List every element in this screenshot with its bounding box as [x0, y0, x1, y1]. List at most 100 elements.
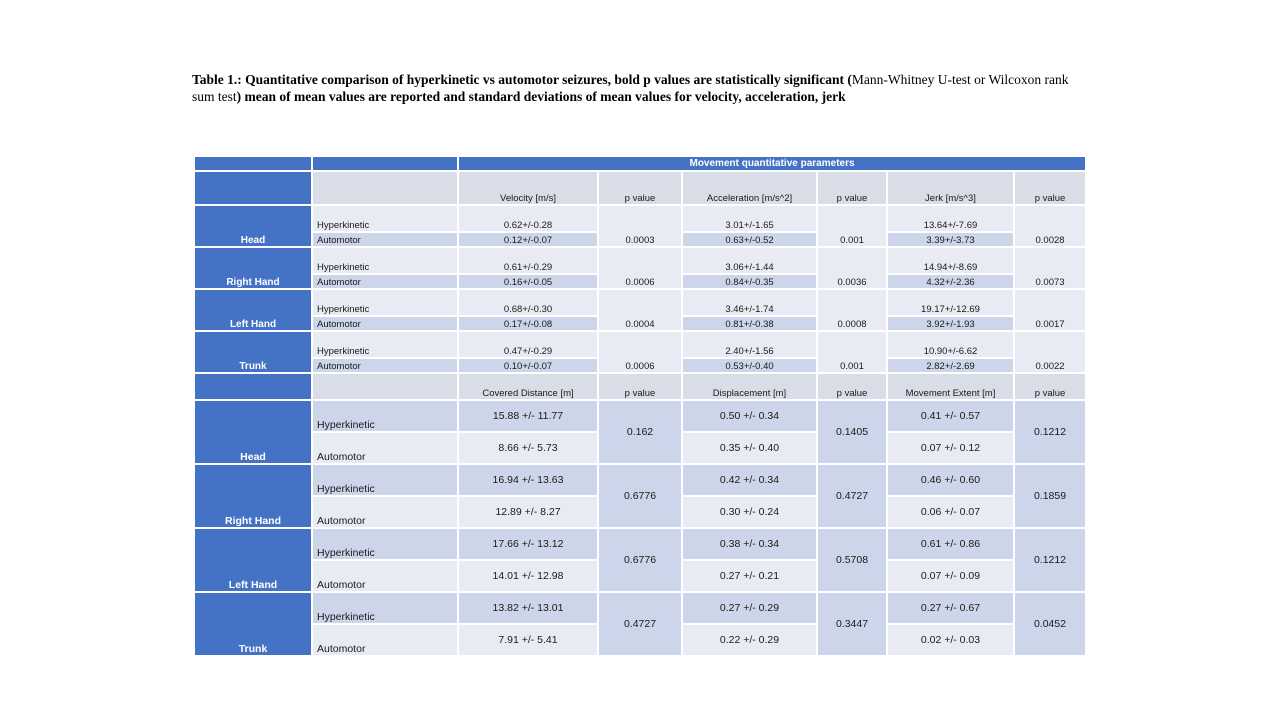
- value-cell: 4.32+/-2.36: [886, 273, 1015, 290]
- value-cell: 3.92+/-1.93: [886, 315, 1015, 332]
- table-title-bold-suffix: ) mean of mean values are reported and s…: [236, 89, 846, 104]
- value-cell: 0.07 +/- 0.12: [886, 431, 1015, 465]
- column-header-covered-distance: Covered Distance [m]: [457, 372, 599, 401]
- value-cell: 0.22 +/- 0.29: [681, 623, 818, 657]
- seizure-type-label: Automotor: [311, 559, 459, 593]
- column-header-pvalue-4: p value: [597, 372, 683, 401]
- value-cell: 7.91 +/- 5.41: [457, 623, 599, 657]
- value-cell: 10.90+/-6.62: [886, 330, 1015, 359]
- column-header-pvalue-6: p value: [1012, 372, 1088, 401]
- value-cell: 2.82+/-2.69: [886, 357, 1015, 374]
- value-cell: 19.17+/-12.69: [886, 288, 1015, 317]
- value-cell: 0.12+/-0.07: [457, 231, 599, 248]
- seizure-type-label: Hyperkinetic: [311, 527, 459, 561]
- value-cell: 0.27 +/- 0.67: [886, 591, 1015, 625]
- value-cell: 0.35 +/- 0.40: [681, 431, 818, 465]
- body-part-label-head-2: Head: [193, 399, 313, 465]
- body-part-label-right-hand-1: Right Hand: [193, 246, 313, 290]
- p-value-cell: 0.6776: [597, 527, 683, 593]
- p-value-cell: 0.5708: [816, 527, 888, 593]
- value-cell: 0.38 +/- 0.34: [681, 527, 818, 561]
- value-cell: 0.17+/-0.08: [457, 315, 599, 332]
- value-cell: 0.02 +/- 0.03: [886, 623, 1015, 657]
- seizure-type-label: Automotor: [311, 315, 459, 332]
- p-value-cell: 0.0008: [816, 288, 888, 332]
- value-cell: 0.61 +/- 0.86: [886, 527, 1015, 561]
- header-corner-cell-2: [311, 155, 459, 172]
- group-header: Movement quantitative parameters: [456, 155, 1088, 172]
- seizure-type-label: Hyperkinetic: [311, 463, 459, 497]
- header-blue-spacer-2: [193, 372, 313, 401]
- value-cell: 0.50 +/- 0.34: [681, 399, 818, 433]
- value-cell: 3.39+/-3.73: [886, 231, 1015, 248]
- seizure-type-label: Automotor: [311, 357, 459, 374]
- value-cell: 0.53+/-0.40: [681, 357, 818, 374]
- column-header-displacement: Displacement [m]: [681, 372, 818, 401]
- column-header-pvalue-2: p value: [816, 170, 888, 206]
- header-empty-cell-2: [311, 372, 459, 401]
- value-cell: 14.01 +/- 12.98: [457, 559, 599, 593]
- seizure-type-label: Automotor: [311, 431, 459, 465]
- column-header-acceleration: Acceleration [m/s^2]: [681, 170, 818, 206]
- value-cell: 0.47+/-0.29: [457, 330, 599, 359]
- p-value-cell: 0.1212: [1012, 527, 1088, 593]
- value-cell: 0.27 +/- 0.29: [681, 591, 818, 625]
- seizure-type-label: Hyperkinetic: [311, 330, 459, 359]
- p-value-cell: 0.0036: [816, 246, 888, 290]
- value-cell: 0.16+/-0.05: [457, 273, 599, 290]
- body-part-label-left-hand-2: Left Hand: [193, 527, 313, 593]
- table-title: Table 1.: Quantitative comparison of hyp…: [192, 71, 1076, 105]
- value-cell: 0.46 +/- 0.60: [886, 463, 1015, 497]
- body-part-label-head-1: Head: [193, 204, 313, 248]
- p-value-cell: 0.001: [816, 204, 888, 248]
- p-value-cell: 0.4727: [816, 463, 888, 529]
- p-value-cell: 0.0452: [1012, 591, 1088, 657]
- p-value-cell: 0.1859: [1012, 463, 1088, 529]
- value-cell: 0.27 +/- 0.21: [681, 559, 818, 593]
- p-value-cell: 0.4727: [597, 591, 683, 657]
- table-title-bold-prefix: Table 1.: Quantitative comparison of hyp…: [192, 72, 852, 87]
- p-value-cell: 0.1405: [816, 399, 888, 465]
- p-value-cell: 0.0022: [1012, 330, 1088, 374]
- value-cell: 17.66 +/- 13.12: [457, 527, 599, 561]
- value-cell: 0.42 +/- 0.34: [681, 463, 818, 497]
- value-cell: 2.40+/-1.56: [681, 330, 818, 359]
- value-cell: 0.81+/-0.38: [681, 315, 818, 332]
- p-value-cell: 0.0028: [1012, 204, 1088, 248]
- table-title-normal-text: Mann-Whitney U-test or Wilcoxon rank sum…: [192, 72, 1069, 104]
- seizure-type-label: Automotor: [311, 231, 459, 248]
- column-header-pvalue-3: p value: [1012, 170, 1088, 206]
- column-header-pvalue-5: p value: [816, 372, 888, 401]
- value-cell: 3.06+/-1.44: [681, 246, 818, 275]
- p-value-cell: 0.0073: [1012, 246, 1088, 290]
- value-cell: 0.06 +/- 0.07: [886, 495, 1015, 529]
- body-part-label-trunk-1: Trunk: [193, 330, 313, 374]
- seizure-type-label: Automotor: [311, 623, 459, 657]
- p-value-cell: 0.6776: [597, 463, 683, 529]
- p-value-cell: 0.1212: [1012, 399, 1088, 465]
- value-cell: 0.63+/-0.52: [681, 231, 818, 248]
- value-cell: 15.88 +/- 11.77: [457, 399, 599, 433]
- p-value-cell: 0.0006: [597, 330, 683, 374]
- body-part-label-right-hand-2: Right Hand: [193, 463, 313, 529]
- seizure-type-label: Hyperkinetic: [311, 204, 459, 233]
- column-header-jerk: Jerk [m/s^3]: [886, 170, 1015, 206]
- p-value-cell: 0.3447: [816, 591, 888, 657]
- seizure-type-label: Automotor: [311, 273, 459, 290]
- value-cell: 0.41 +/- 0.57: [886, 399, 1015, 433]
- column-header-velocity: Velocity [m/s]: [457, 170, 599, 206]
- header-empty-cell-1: [311, 170, 459, 206]
- column-header-movement-extent: Movement Extent [m]: [886, 372, 1015, 401]
- p-value-cell: 0.001: [816, 330, 888, 374]
- p-value-cell: 0.0003: [597, 204, 683, 248]
- p-value-cell: 0.0017: [1012, 288, 1088, 332]
- value-cell: 0.30 +/- 0.24: [681, 495, 818, 529]
- value-cell: 8.66 +/- 5.73: [457, 431, 599, 465]
- comparison-table: Movement quantitative parameters Velocit…: [193, 155, 1088, 657]
- seizure-type-label: Hyperkinetic: [311, 246, 459, 275]
- value-cell: 0.07 +/- 0.09: [886, 559, 1015, 593]
- p-value-cell: 0.162: [597, 399, 683, 465]
- value-cell: 3.46+/-1.74: [681, 288, 818, 317]
- value-cell: 3.01+/-1.65: [681, 204, 818, 233]
- value-cell: 0.10+/-0.07: [457, 357, 599, 374]
